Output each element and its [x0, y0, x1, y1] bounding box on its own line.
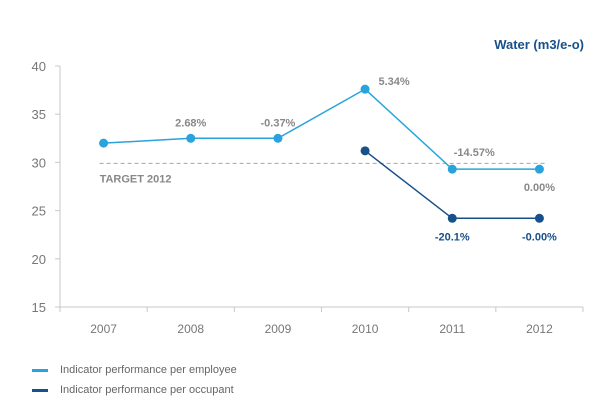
data-label: -20.1%: [435, 231, 470, 243]
x-tick-label: 2008: [177, 322, 204, 336]
data-label: 5.34%: [378, 76, 409, 88]
legend-label-occupant: Indicator performance per occupant: [60, 384, 234, 396]
data-point: [534, 164, 544, 174]
x-tick-label: 2011: [439, 322, 465, 336]
target-label: TARGET 2012: [100, 173, 172, 185]
data-label: 0.00%: [524, 182, 555, 194]
data-point: [534, 213, 544, 223]
x-tick-label: 2007: [90, 322, 117, 336]
data-labels-group: 2.68% -0.37% 5.34% -14.57% 0.00% -20.1% -0.00%: [175, 76, 557, 243]
y-tick-label: 15: [32, 300, 46, 315]
data-label: -14.57%: [454, 147, 495, 159]
data-point: [99, 138, 109, 148]
data-point: [273, 133, 283, 143]
y-tick-label: 20: [32, 252, 46, 267]
data-point: [360, 146, 370, 156]
legend-swatch-occupant: [32, 388, 48, 392]
series-line-0: [103, 88, 540, 170]
data-point: [447, 164, 457, 174]
legend-swatch-employee: [32, 368, 48, 372]
data-point: [360, 84, 370, 94]
y-tick-label: 35: [32, 107, 46, 122]
y-tick-label: 30: [32, 155, 46, 170]
series-group: [99, 84, 544, 223]
x-tick-label: 2010: [352, 322, 379, 336]
data-label: -0.37%: [260, 117, 295, 129]
data-label: -0.00%: [522, 231, 557, 243]
legend-item-occupant: Indicator performance per occupant: [32, 384, 234, 396]
legend-item-employee: Indicator performance per employee: [32, 364, 237, 376]
y-tick-label: 25: [32, 204, 46, 219]
x-tick-label: 2012: [526, 322, 553, 336]
data-label: 2.68%: [175, 117, 206, 129]
series-line-1: [364, 150, 540, 220]
chart-title: Water (m3/e-o): [494, 37, 584, 52]
y-tick-label: 40: [32, 59, 46, 74]
data-point: [186, 133, 196, 143]
legend-label-employee: Indicator performance per employee: [60, 364, 237, 376]
data-point: [447, 213, 457, 223]
target-line-group: TARGET 2012: [99, 162, 546, 185]
x-tick-label: 2009: [265, 322, 292, 336]
chart-axes: 15 20 25 30 35 40 2007 2008 2009 2010 2011 2012: [32, 59, 584, 336]
